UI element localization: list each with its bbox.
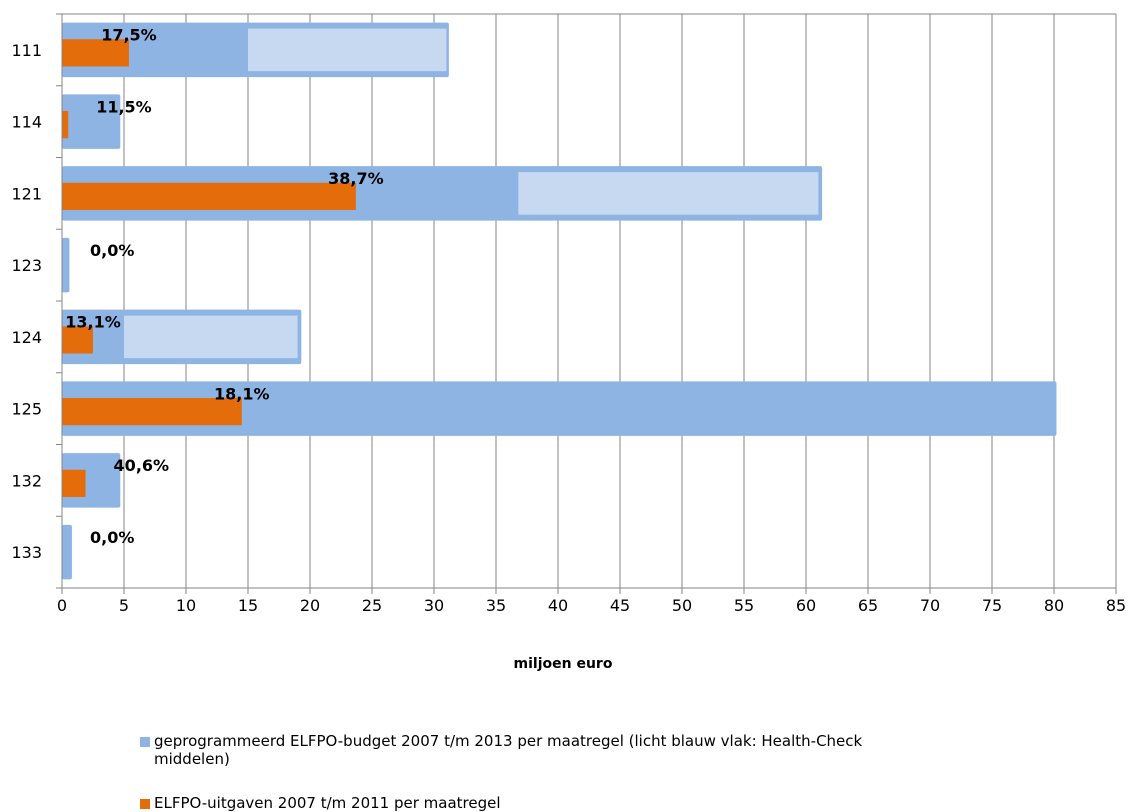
- x-tick-label-70: 70: [920, 596, 940, 615]
- x-tick-label-35: 35: [486, 596, 506, 615]
- y-tick-label-133: 133: [11, 543, 42, 562]
- y-tick-label-121: 121: [11, 184, 42, 203]
- data-label-111: 17,5%: [101, 26, 157, 45]
- bar-healthcheck-124: [124, 315, 298, 359]
- legend-label-budget: geprogrammeerd ELFPO-budget 2007 t/m 201…: [154, 732, 863, 768]
- bar-budget-133: [62, 524, 72, 580]
- x-tick-label-40: 40: [548, 596, 568, 615]
- bar-spend-111: [62, 39, 129, 67]
- bar-spend-121: [62, 182, 356, 211]
- data-label-123: 0,0%: [90, 241, 134, 260]
- data-label-125: 18,1%: [214, 384, 270, 403]
- bars: [62, 22, 1057, 580]
- x-tick-label-60: 60: [796, 596, 816, 615]
- bar-budget-114: [62, 94, 121, 149]
- x-tick-label-75: 75: [982, 596, 1002, 615]
- legend-item-spend: ELFPO-uitgaven 2007 t/m 2011 per maatreg…: [140, 794, 900, 812]
- x-tick-label-10: 10: [176, 596, 196, 615]
- bar-spend-132: [62, 469, 86, 498]
- bar-healthcheck-111: [248, 28, 447, 72]
- y-tick-label-124: 124: [11, 328, 42, 347]
- x-tick-label-55: 55: [734, 596, 754, 615]
- data-label-132: 40,6%: [114, 456, 170, 475]
- x-tick-label-20: 20: [300, 596, 320, 615]
- axes: 0 5 10 15 20 25 30 35 40 45 50 55 60 65 70 75 80 85 111 114…: [11, 13, 1126, 615]
- x-tick-label-30: 30: [424, 596, 444, 615]
- x-tick-label-85: 85: [1106, 596, 1126, 615]
- x-tick-label-65: 65: [858, 596, 878, 615]
- legend-swatch-spend: [140, 799, 150, 809]
- gridlines: [62, 13, 1117, 588]
- legend-swatch-budget: [140, 737, 150, 747]
- y-tick-label-123: 123: [11, 256, 42, 275]
- x-tick-label-0: 0: [57, 596, 67, 615]
- x-axis-title: miljoen euro: [514, 656, 613, 672]
- x-tick-label-45: 45: [610, 596, 630, 615]
- data-label-124: 13,1%: [65, 313, 121, 332]
- y-tick-label-111: 111: [11, 41, 42, 60]
- data-label-121: 38,7%: [328, 169, 384, 188]
- bar-spend-124: [62, 326, 93, 354]
- data-labels: 17,5% 11,5% 38,7% 0,0% 13,1% 18,1% 40,6% 0,0%: [65, 26, 383, 547]
- data-label-133: 0,0%: [90, 528, 134, 547]
- bar-budget-123: [62, 237, 70, 293]
- y-tick-label-132: 132: [11, 471, 42, 490]
- bar-healthcheck-121: [518, 172, 819, 215]
- x-tick-label-80: 80: [1044, 596, 1064, 615]
- x-tick-label-50: 50: [672, 596, 692, 615]
- legend-item-budget: geprogrammeerd ELFPO-budget 2007 t/m 201…: [140, 732, 900, 768]
- bar-chart: 17,5% 11,5% 38,7% 0,0% 13,1% 18,1% 40,6% 0,0% 0…: [11, 13, 1126, 672]
- bar-budget-125: [62, 381, 1057, 436]
- legend-label-spend: ELFPO-uitgaven 2007 t/m 2011 per maatreg…: [154, 794, 501, 812]
- x-tick-label-25: 25: [362, 596, 382, 615]
- bar-spend-125: [62, 397, 242, 426]
- x-tick-label-15: 15: [238, 596, 258, 615]
- y-tick-label-125: 125: [11, 400, 42, 419]
- bar-spend-114: [62, 110, 69, 139]
- y-tick-label-114: 114: [11, 113, 42, 132]
- data-label-114: 11,5%: [96, 97, 152, 116]
- x-tick-label-5: 5: [119, 596, 129, 615]
